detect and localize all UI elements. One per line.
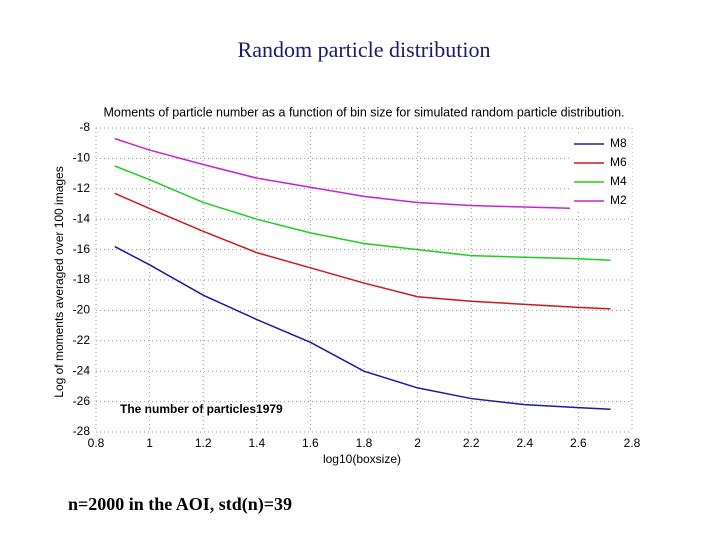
y-tick-label: -24 (73, 363, 91, 377)
y-tick-label: -8 (79, 120, 90, 134)
series-line (114, 137, 611, 210)
x-tick-label: 1.4 (248, 436, 265, 450)
y-tick-label: -14 (73, 211, 91, 225)
x-tick-label: 2.4 (516, 436, 533, 450)
y-tick-label: -12 (73, 181, 91, 195)
legend-label: M6 (610, 155, 627, 169)
footer: n=2000 in the AOI, std(n)=39 (68, 494, 292, 515)
page-title: Random particle distribution (238, 37, 491, 62)
y-tick-label: -20 (73, 303, 91, 317)
x-tick-label: 0.8 (88, 436, 105, 450)
x-tick-label: 1.6 (302, 436, 319, 450)
chart-title: Moments of particle number as a function… (103, 105, 624, 119)
y-axis-label: Log of moments averaged over 100 images (52, 166, 66, 397)
y-tick-label: -10 (73, 151, 91, 165)
annotation: The number of particles1979 (120, 402, 283, 416)
legend-label: M8 (610, 136, 627, 150)
y-tick-label: -28 (73, 424, 91, 438)
x-tick-label: 2 (414, 436, 421, 450)
x-tick-label: 1 (146, 436, 153, 450)
legend-label: M4 (610, 174, 627, 188)
legend-box (570, 136, 632, 210)
y-tick-label: -16 (73, 242, 91, 256)
series-line (114, 245, 611, 410)
series-line (114, 192, 611, 310)
legend-label: M2 (610, 193, 627, 207)
x-axis-label: log10(boxsize) (323, 452, 401, 466)
y-tick-label: -26 (73, 394, 91, 408)
x-tick-label: 2.2 (463, 436, 480, 450)
x-tick-label: 1.8 (356, 436, 373, 450)
x-tick-label: 2.6 (570, 436, 587, 450)
y-tick-label: -18 (73, 272, 91, 286)
x-tick-label: 1.2 (195, 436, 212, 450)
y-tick-label: -22 (73, 333, 91, 347)
series-line (114, 165, 611, 261)
x-tick-label: 2.8 (624, 436, 641, 450)
